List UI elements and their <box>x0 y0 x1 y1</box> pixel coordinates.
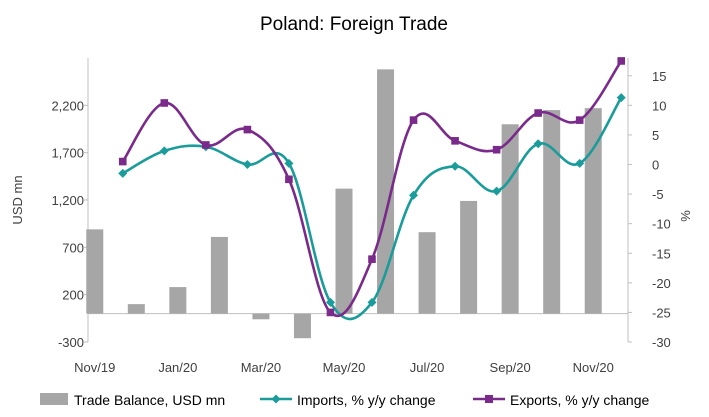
point-exports <box>617 57 626 65</box>
bar-trade-balance <box>460 200 478 314</box>
bar-trade-balance <box>501 124 519 314</box>
point-imports <box>450 161 460 171</box>
point-imports <box>325 297 335 307</box>
bar-trade-balance <box>169 287 187 314</box>
legend: Trade Balance, USD mn Imports, % y/y chan… <box>40 392 650 408</box>
point-exports <box>285 175 293 184</box>
point-exports <box>243 125 252 134</box>
bar-trade-balance <box>418 232 436 314</box>
point-imports <box>492 186 502 196</box>
right-axis-title: % <box>678 210 693 222</box>
bar-trade-balance <box>252 313 270 320</box>
legend-label-imports: Imports, % y/y change <box>297 392 436 408</box>
point-exports <box>202 141 210 149</box>
right-tick-label: 10 <box>652 98 666 113</box>
point-exports <box>118 157 127 166</box>
legend-marker-imports <box>271 394 281 404</box>
point-imports <box>409 190 419 200</box>
point-exports <box>409 116 418 124</box>
left-tick-label: 1,200 <box>51 193 84 208</box>
bar-trade-balance <box>210 236 228 314</box>
left-tick-label: 1,700 <box>51 146 84 161</box>
bar-trade-balance <box>584 108 602 314</box>
left-tick-label: 2,200 <box>51 98 84 113</box>
x-tick-label: Nov/19 <box>74 360 115 375</box>
right-tick-label: -15 <box>652 246 671 261</box>
right-tick-label: -25 <box>652 305 671 320</box>
point-imports <box>575 158 585 168</box>
point-imports <box>242 160 252 169</box>
x-tick-label: Mar/20 <box>241 360 281 375</box>
point-imports <box>367 297 377 307</box>
x-tick-label: May/20 <box>323 360 366 375</box>
point-imports <box>533 139 543 149</box>
x-tick-label: Sep/20 <box>490 360 531 375</box>
plot-area: -300 200 700 1,200 1,700 2,200 -30 -25 -20 -15 -10… <box>10 57 693 375</box>
x-tick-label: Jul/20 <box>410 360 445 375</box>
chart-title: Poland: Foreign Trade <box>260 14 448 35</box>
right-tick-label: 15 <box>652 69 666 84</box>
right-tick-label: -5 <box>652 187 664 202</box>
right-tick-label: 5 <box>652 128 659 143</box>
point-exports <box>575 116 584 124</box>
bar-trade-balance <box>335 188 353 314</box>
legend-marker-exports <box>485 395 493 403</box>
right-tick-label: -10 <box>652 217 671 232</box>
left-tick-label: 200 <box>62 288 84 303</box>
legend-swatch-trade-balance <box>40 393 68 405</box>
point-exports <box>160 99 169 107</box>
x-tick-label: Jan/20 <box>158 360 197 375</box>
left-tick-label: 700 <box>62 240 84 255</box>
point-exports <box>368 255 376 263</box>
bar-trade-balance <box>293 313 311 339</box>
point-exports <box>492 145 501 154</box>
point-imports <box>284 158 294 168</box>
left-axis-title: USD mn <box>10 175 25 224</box>
right-tick-label: -30 <box>652 335 671 350</box>
legend-label-trade-balance: Trade Balance, USD mn <box>74 392 225 408</box>
point-imports <box>118 168 128 178</box>
right-tick-label: 0 <box>652 158 659 173</box>
bar-trade-balance <box>377 69 395 314</box>
legend-label-exports: Exports, % y/y change <box>510 392 650 408</box>
point-exports <box>326 308 335 317</box>
x-tick-label: Nov/20 <box>573 360 614 375</box>
point-imports <box>159 146 169 156</box>
point-imports <box>616 93 626 103</box>
left-tick-label: -300 <box>58 335 84 350</box>
bar-trade-balance <box>543 110 561 314</box>
point-exports <box>534 109 542 117</box>
point-exports <box>451 137 459 145</box>
bar-trade-balance <box>86 229 104 314</box>
bar-trade-balance <box>127 304 145 314</box>
right-tick-label: -20 <box>652 276 671 291</box>
